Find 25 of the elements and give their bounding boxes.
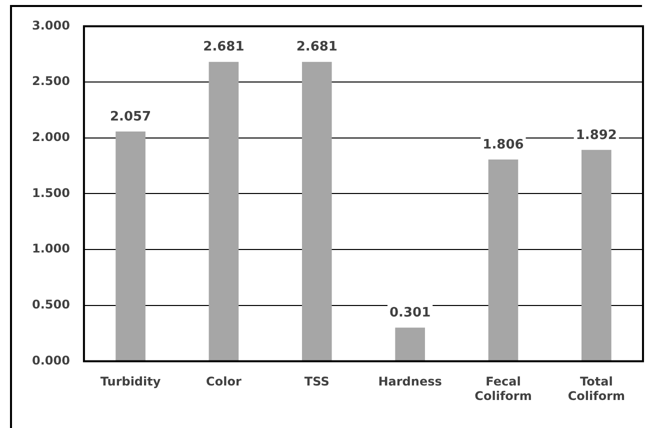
y-tick-label: 1.000 (32, 242, 70, 256)
bar (302, 62, 332, 361)
data-label: 1.892 (576, 128, 617, 143)
x-tick-label: Turbidity (100, 374, 161, 389)
bar (208, 62, 239, 361)
y-tick-label: 1.500 (32, 186, 70, 200)
data-label: 2.057 (110, 109, 152, 124)
x-tick-label: Fecal Coliform (474, 374, 532, 403)
y-tick-label: 2.500 (32, 74, 70, 88)
y-tick-label: 0.000 (32, 353, 70, 368)
bar (488, 160, 518, 361)
bar (395, 328, 425, 361)
data-label: 1.806 (482, 137, 524, 152)
y-tick-label: 0.500 (32, 297, 70, 312)
x-tick-label: Total Coliform (568, 374, 625, 403)
x-tick-label: Hardness (378, 374, 442, 389)
y-tick-label: 3.000 (32, 18, 70, 32)
x-tick-label: Color (206, 374, 242, 389)
data-label: 2.681 (203, 40, 244, 55)
data-label: 0.301 (390, 305, 431, 320)
bar (116, 132, 146, 361)
bar (582, 150, 612, 361)
data-label: 2.681 (296, 40, 338, 55)
y-tick-label: 2.000 (32, 130, 70, 144)
x-tick-label: TSS (304, 374, 330, 389)
